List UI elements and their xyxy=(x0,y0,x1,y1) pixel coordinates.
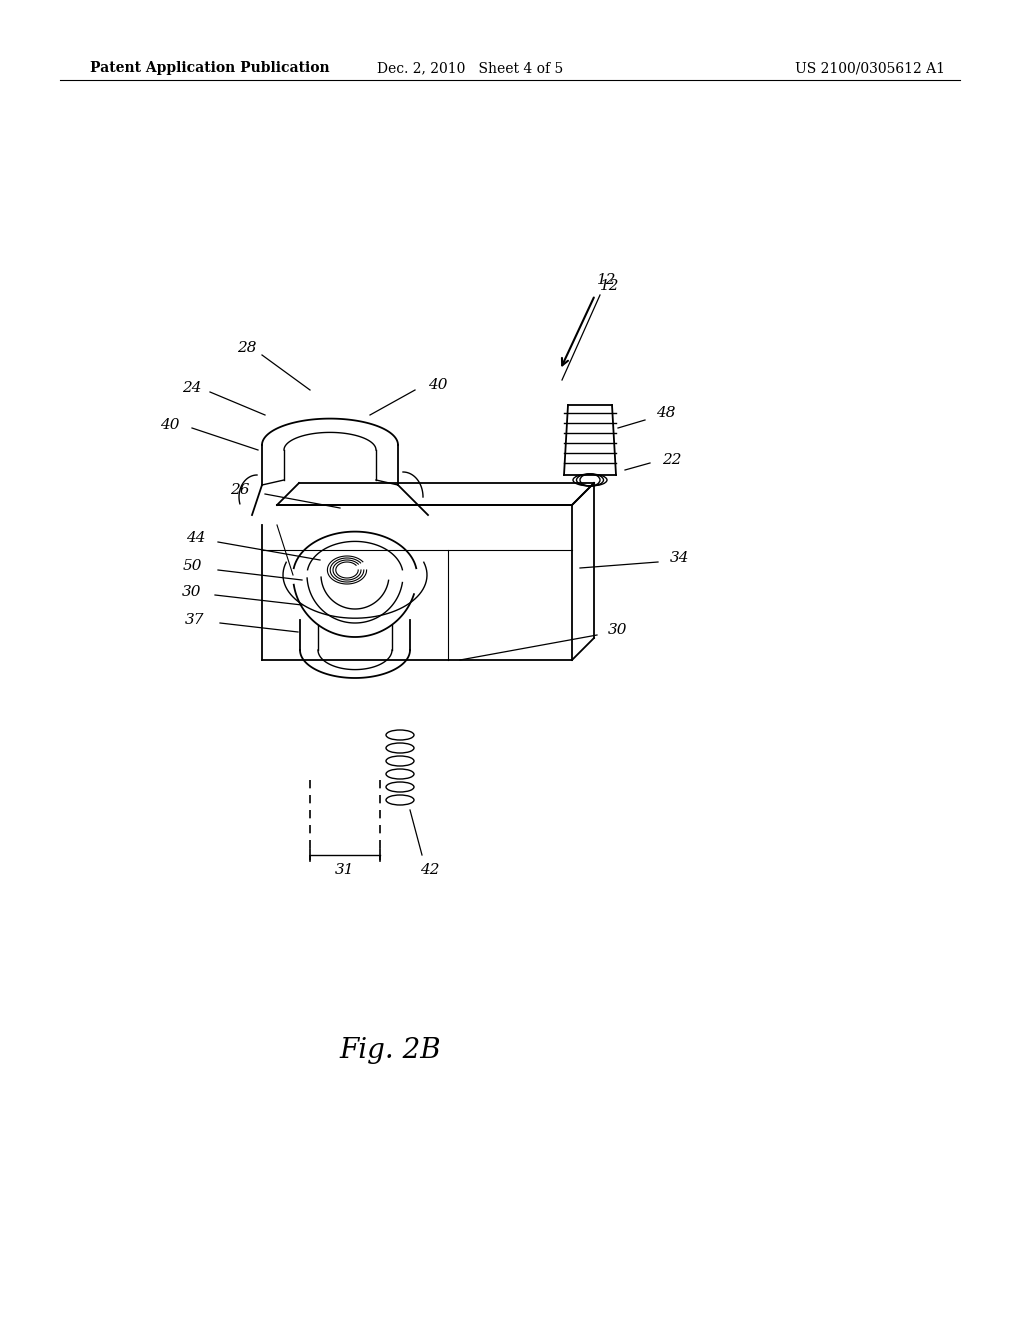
Text: 34: 34 xyxy=(671,550,690,565)
Text: 42: 42 xyxy=(420,863,439,876)
Text: 22: 22 xyxy=(663,453,682,467)
Text: 40: 40 xyxy=(160,418,180,432)
Text: 37: 37 xyxy=(185,612,205,627)
Text: 26: 26 xyxy=(230,483,250,498)
Text: 44: 44 xyxy=(186,531,206,545)
Text: 31: 31 xyxy=(335,863,354,876)
Text: Patent Application Publication: Patent Application Publication xyxy=(90,61,330,75)
Text: 28: 28 xyxy=(238,341,257,355)
Text: 30: 30 xyxy=(608,623,628,638)
Text: 40: 40 xyxy=(428,378,447,392)
Text: US 2100/0305612 A1: US 2100/0305612 A1 xyxy=(795,61,945,75)
Text: 12: 12 xyxy=(600,279,620,293)
Text: 50: 50 xyxy=(182,558,202,573)
Text: Fig. 2B: Fig. 2B xyxy=(339,1036,440,1064)
Text: 24: 24 xyxy=(182,381,202,395)
Text: 48: 48 xyxy=(656,407,676,420)
Text: 30: 30 xyxy=(182,585,202,599)
Text: 12: 12 xyxy=(597,273,616,286)
Text: Dec. 2, 2010   Sheet 4 of 5: Dec. 2, 2010 Sheet 4 of 5 xyxy=(377,61,563,75)
